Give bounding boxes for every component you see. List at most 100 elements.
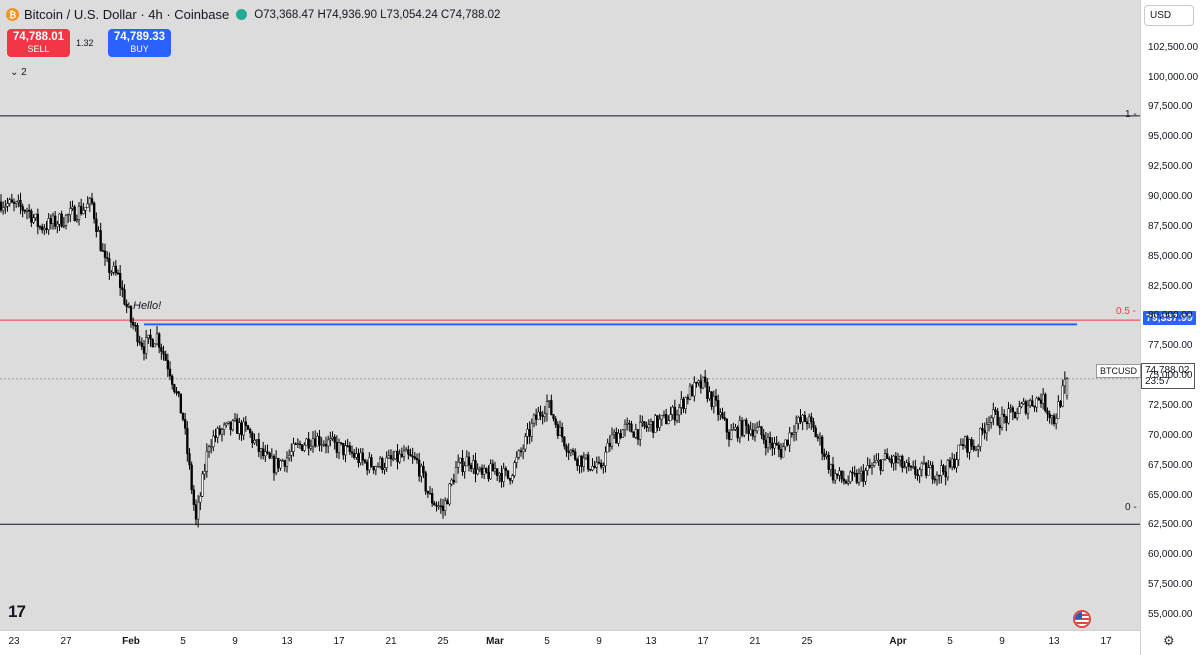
candle-down [294,443,297,445]
chart-svg[interactable] [0,0,1140,630]
candle-up [75,219,78,222]
candle-up [201,473,204,497]
candle-up [838,470,841,476]
candle-down [814,427,817,438]
candle-down [348,445,351,453]
candle-up [281,460,284,462]
sell-label: SELL [27,44,50,54]
fib-level-0-label: 0 - [1125,502,1137,513]
candle-up [402,450,406,457]
candle-up [368,457,371,471]
x-tick-label: 5 [947,636,953,647]
candle-down [491,463,494,472]
price-axis[interactable] [1140,0,1200,655]
y-tick-label: 72,500.00 [1148,400,1193,412]
plot-area[interactable] [0,0,1140,630]
candle-up [233,418,237,421]
tradingview-logo[interactable]: 17 [8,602,26,621]
x-tick-label: 17 [697,636,709,647]
candle-down [714,395,718,401]
candle-up [558,427,562,436]
candle-down [593,465,596,468]
candle-down [983,429,986,434]
candle-down [162,351,165,355]
candle-up [270,456,273,459]
candle-down [925,462,928,476]
candle-down [381,458,384,470]
candle-up [678,407,681,416]
candle-down [836,473,839,476]
candle-down [101,250,104,252]
candle-up [392,458,395,461]
candle-up [782,446,785,458]
candle-up [25,209,29,212]
candle-up [437,505,440,508]
horizontal-line-price-tag: 79,337.99 [1143,311,1196,325]
candle-up [285,457,289,467]
time-axis[interactable] [0,630,1140,655]
buy-button[interactable]: 74,789.33 BUY [108,29,171,57]
candle-up [987,422,991,425]
candle-down [775,442,778,446]
candle-up [582,457,585,467]
text-annotation[interactable]: Hello! [133,300,162,312]
candle-down [842,478,845,482]
candle-up [476,469,479,475]
candle-down [636,429,640,440]
candle-down [717,400,720,415]
us-flag-icon[interactable] [1073,610,1091,628]
y-tick-label: 70,000.00 [1148,429,1193,441]
candle-down [246,425,250,430]
x-tick-label: 9 [999,636,1005,647]
candle-down [868,465,871,468]
candle-up [359,452,362,463]
candle-up [734,427,737,430]
candle-up [513,462,516,476]
candle-down [628,422,631,425]
candle-down [539,411,542,416]
candle-up [602,465,605,468]
bar-countdown: 23:57 [1145,376,1171,387]
candle-down [108,258,111,273]
candle-up [548,400,551,402]
candle-down [229,421,232,430]
candle-down [981,428,984,431]
candle-down [173,384,176,392]
y-tick-label: 95,000.00 [1148,131,1193,143]
candle-down [95,218,98,232]
ohlc-values: O73,368.47 H74,936.90 L73,054.24 C74,788… [254,8,501,21]
candle-down [496,468,499,476]
candle-down [301,444,304,451]
candle-up [946,460,949,478]
candle-down [396,450,399,463]
buy-price: 74,789.33 [113,31,166,43]
candle-down [149,334,152,340]
candle-up [992,409,995,418]
candle-down [218,428,221,435]
candle-up [639,422,642,440]
candle-up [212,435,215,447]
candle-down [240,422,243,436]
candle-up [964,436,967,447]
candle-down [181,412,185,420]
settings-gear-icon[interactable]: ⚙ [1163,633,1175,648]
candle-up [309,445,312,449]
candle-up [684,397,687,410]
y-tick-label: 75,000.00 [1148,370,1193,382]
candle-down [580,455,583,467]
candle-up [875,460,878,463]
candle-up [818,436,822,439]
candle-down [236,418,239,434]
candle-down [571,450,575,452]
currency-select[interactable]: USD [1144,5,1194,26]
candle-up [1009,407,1012,410]
symbol-title[interactable]: Bitcoin / U.S. Dollar · 4h · Coinbase [24,7,230,22]
candle-up [457,461,460,468]
candle-down [418,459,421,477]
sell-button[interactable]: 74,788.01 SELL [7,29,70,57]
indicators-collapse-toggle[interactable]: ⌄ 2 [10,67,27,78]
candle-down [706,382,709,399]
candle-up [385,457,388,469]
candle-down [994,409,997,412]
candle-down [136,325,139,342]
